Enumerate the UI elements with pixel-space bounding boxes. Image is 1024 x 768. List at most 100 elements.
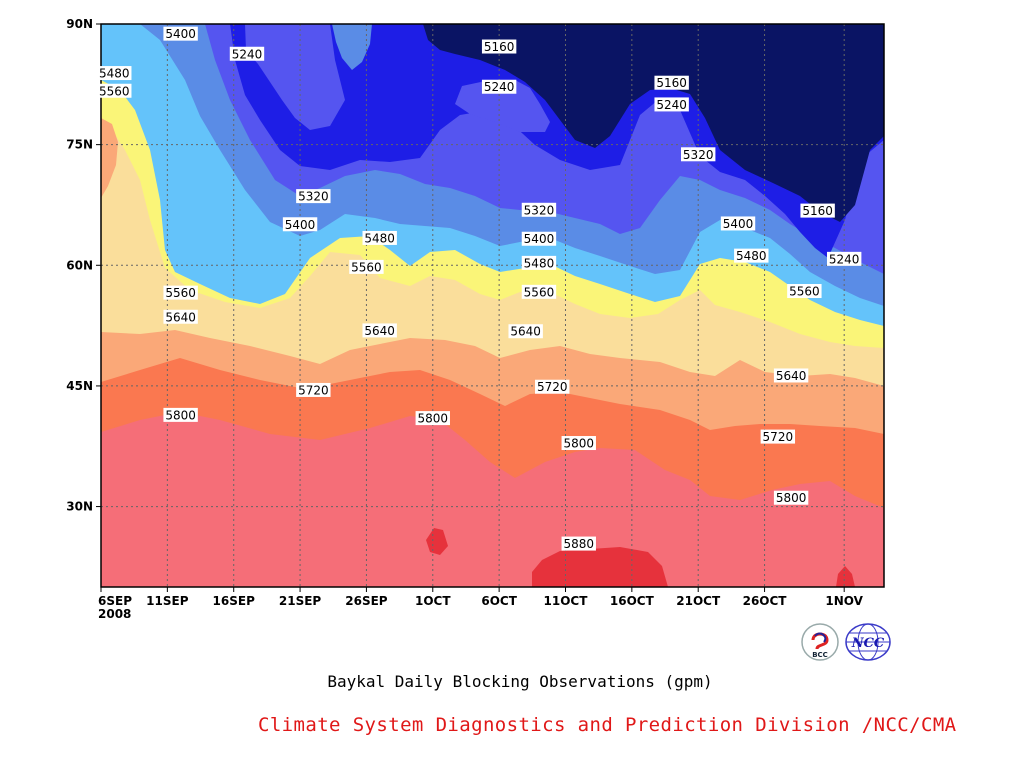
contour-label-box [800, 203, 835, 218]
plot-frame [100, 23, 885, 588]
contour-label-box [773, 368, 809, 383]
x-year-label: 2008 [98, 607, 131, 621]
contour-label: 5400 [165, 27, 196, 41]
band-5560-5640-left-edge [101, 118, 118, 198]
contour-label-box [163, 26, 198, 41]
contour-label: 5800 [165, 408, 196, 422]
contour-label: 5720 [763, 430, 794, 444]
contour-label-box [415, 411, 450, 426]
ncc-logo-text: NCC [851, 636, 885, 651]
x-tick-label: 26OCT [743, 594, 788, 608]
contour-label-box [282, 217, 318, 232]
contour-label-box [349, 259, 384, 274]
y-axis: 30N 45N 60N 75N 90N [66, 17, 101, 514]
source-credit: Climate System Diagnostics and Predictio… [258, 714, 957, 736]
contour-label-box [97, 83, 132, 98]
contour-label: 5880 [563, 537, 594, 551]
contour-label-box [561, 536, 596, 551]
contour-label-box [760, 429, 796, 444]
band-above-5880-small [426, 528, 448, 555]
contour-label-box [481, 39, 517, 54]
contour-label-box [681, 147, 716, 162]
x-tick-label: 6OCT [481, 594, 517, 608]
x-tick-label: 1NOV [825, 594, 863, 608]
contour-label: 5160 [802, 204, 833, 218]
contour-label: 5560 [99, 84, 130, 98]
contour-label: 5560 [524, 285, 555, 299]
contour-label: 5560 [351, 260, 382, 274]
bcc-logo-icon: BCC [801, 623, 839, 661]
contour-fill-layer [101, 24, 884, 587]
x-tick-label: 11OCT [544, 594, 589, 608]
contour-label: 5480 [524, 256, 555, 270]
contour-label: 5400 [723, 217, 754, 231]
contour-label-box [521, 255, 557, 270]
gridlines [101, 24, 884, 587]
contour-label: 5320 [298, 190, 329, 204]
contour-label-box [561, 436, 596, 451]
bcc-logo-text: BCC [812, 651, 828, 659]
band-above-5880-right [836, 566, 855, 587]
band-5240-5320-top-left [245, 24, 345, 130]
contour-label-box [734, 248, 769, 263]
contour-label: 5240 [484, 80, 515, 94]
contour-label: 5800 [418, 412, 449, 426]
contour-label: 5720 [298, 383, 329, 397]
contour-label: 5240 [829, 252, 860, 266]
contour-label-box [97, 66, 132, 81]
contour-label: 5640 [165, 310, 196, 324]
contour-label-box [521, 231, 557, 246]
x-tick-label: 21OCT [676, 594, 721, 608]
x-tick-label: 1OCT [415, 594, 451, 608]
x-tick-label: 16OCT [610, 594, 655, 608]
x-tick-label: 21SEP [279, 594, 322, 608]
contour-label-box [163, 407, 198, 422]
contour-label: 5320 [524, 203, 555, 217]
contour-label: 5640 [364, 324, 395, 338]
band-above-5880-center [532, 547, 668, 587]
ncc-globe-icon: NCC [845, 623, 891, 661]
contour-label-box [654, 97, 689, 112]
contour-label: 5640 [510, 325, 541, 339]
contour-label: 5400 [285, 218, 316, 232]
x-tick-label: 26SEP [345, 594, 388, 608]
contour-label-box [787, 284, 822, 299]
contour-label-box [362, 230, 397, 245]
band-below-5160 [423, 24, 884, 222]
contour-label: 5160 [656, 76, 687, 90]
contour-label: 5560 [789, 285, 820, 299]
contour-label-box [508, 324, 543, 339]
contour-label: 5240 [656, 98, 687, 112]
contour-label-box [296, 189, 331, 204]
contour-labels: 5400 5240 5160 5240 5480 5560 5160 5240 5320 5320… [97, 26, 862, 551]
contour-label: 5720 [537, 380, 568, 394]
contour-label: 5800 [563, 437, 594, 451]
band-5320-5400-top-left [332, 24, 372, 70]
y-tick-label: 75N [66, 138, 93, 152]
contour-label: 5320 [683, 148, 714, 162]
contour-label-box [773, 490, 809, 505]
x-axis: 6SEP 11SEP 16SEP 21SEP 26SEP 1OCT 6OCT 11OCT 16O… [98, 587, 864, 621]
y-tick-label: 45N [66, 379, 93, 393]
contour-label: 5160 [484, 40, 515, 54]
contour-label-box [229, 46, 265, 61]
contour-label: 5480 [364, 231, 395, 245]
y-tick-label: 90N [66, 17, 93, 31]
y-tick-label: 60N [66, 258, 93, 272]
contour-label-box [654, 75, 689, 90]
band-5240-5320-pocket [455, 80, 550, 132]
x-tick-label: 11SEP [146, 594, 189, 608]
contour-label-box [163, 285, 198, 300]
contour-label: 5560 [165, 286, 196, 300]
contour-label-box [826, 251, 862, 266]
contour-label: 5480 [736, 249, 767, 263]
contour-label: 5400 [524, 232, 555, 246]
chart-title: Baykal Daily Blocking Observations (gpm) [327, 672, 713, 691]
contour-label-box [163, 309, 198, 324]
contour-label-box [521, 202, 557, 217]
contour-label: 5480 [99, 67, 130, 81]
x-tick-label: 6SEP [98, 594, 132, 608]
x-tick-label: 16SEP [213, 594, 256, 608]
y-tick-label: 30N [66, 500, 93, 514]
